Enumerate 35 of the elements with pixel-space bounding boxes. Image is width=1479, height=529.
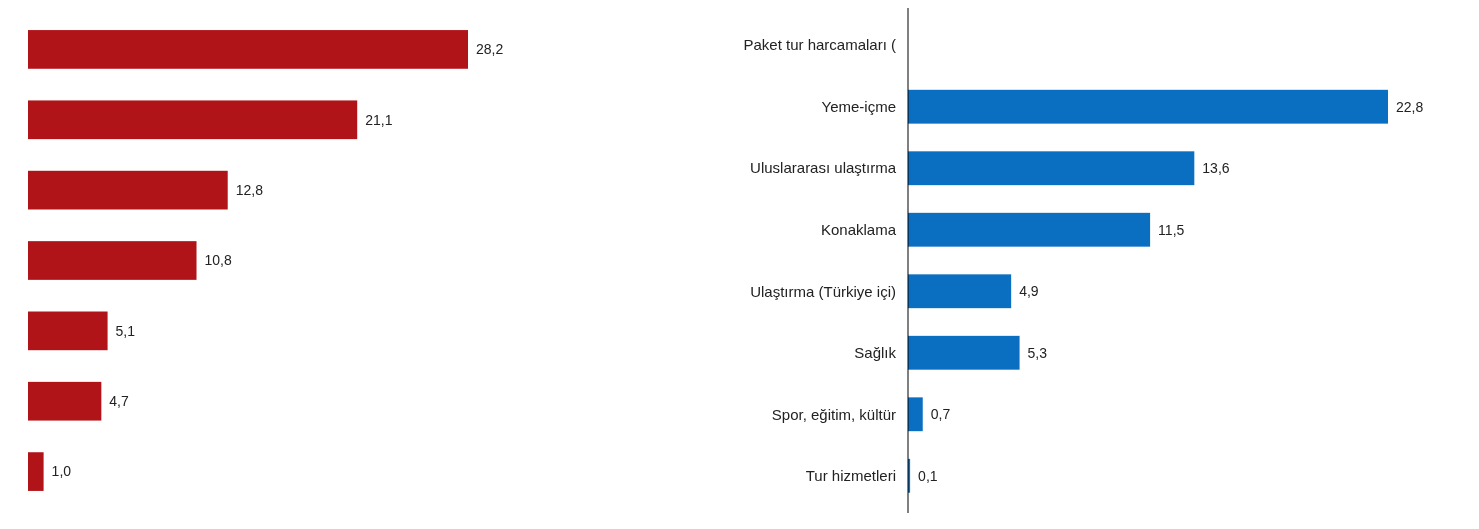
bar (28, 30, 468, 69)
data-label: 0,7 (930, 406, 951, 423)
y-tick-label: Ulaştırma (Türkiye içi) (750, 282, 896, 300)
bar (908, 274, 1012, 309)
data-label: 13,6 (1202, 160, 1230, 177)
bar (28, 241, 197, 280)
bar (908, 89, 1388, 124)
data-label: 4,9 (1019, 283, 1039, 300)
y-tick-label: Tur hizmetleri (805, 467, 896, 485)
bar (28, 170, 228, 210)
bar (28, 452, 44, 491)
data-label: 28,2 (476, 41, 504, 58)
bar (908, 335, 1020, 370)
data-label: 10,8 (204, 252, 232, 269)
data-label: 5,1 (115, 322, 136, 339)
y-tick-label: Paket tur harcamaları ( (743, 36, 896, 54)
data-label: 5,3 (1027, 344, 1048, 361)
y-tick-label: Spor, eğitim, kültür (771, 405, 896, 423)
data-label: 1,0 (51, 463, 72, 480)
data-label: 11,5 (1158, 221, 1185, 238)
bar (908, 151, 1195, 186)
data-label: 12,8 (235, 182, 264, 199)
y-tick-label: Konaklama (820, 221, 897, 238)
bar (908, 212, 1151, 247)
bar (28, 381, 102, 421)
y-tick-label: Yeme-içme (821, 97, 896, 115)
y-tick-label: Sağlık (854, 344, 897, 362)
data-label: 0,1 (918, 467, 938, 484)
bar (28, 100, 358, 140)
y-tick-label: Uluslararası ulaştırma (750, 159, 897, 177)
data-label: 21,1 (365, 111, 393, 128)
data-label: 4,7 (109, 393, 130, 410)
data-label: 22,8 (1396, 98, 1424, 115)
bar (908, 397, 923, 432)
bar (28, 311, 108, 351)
